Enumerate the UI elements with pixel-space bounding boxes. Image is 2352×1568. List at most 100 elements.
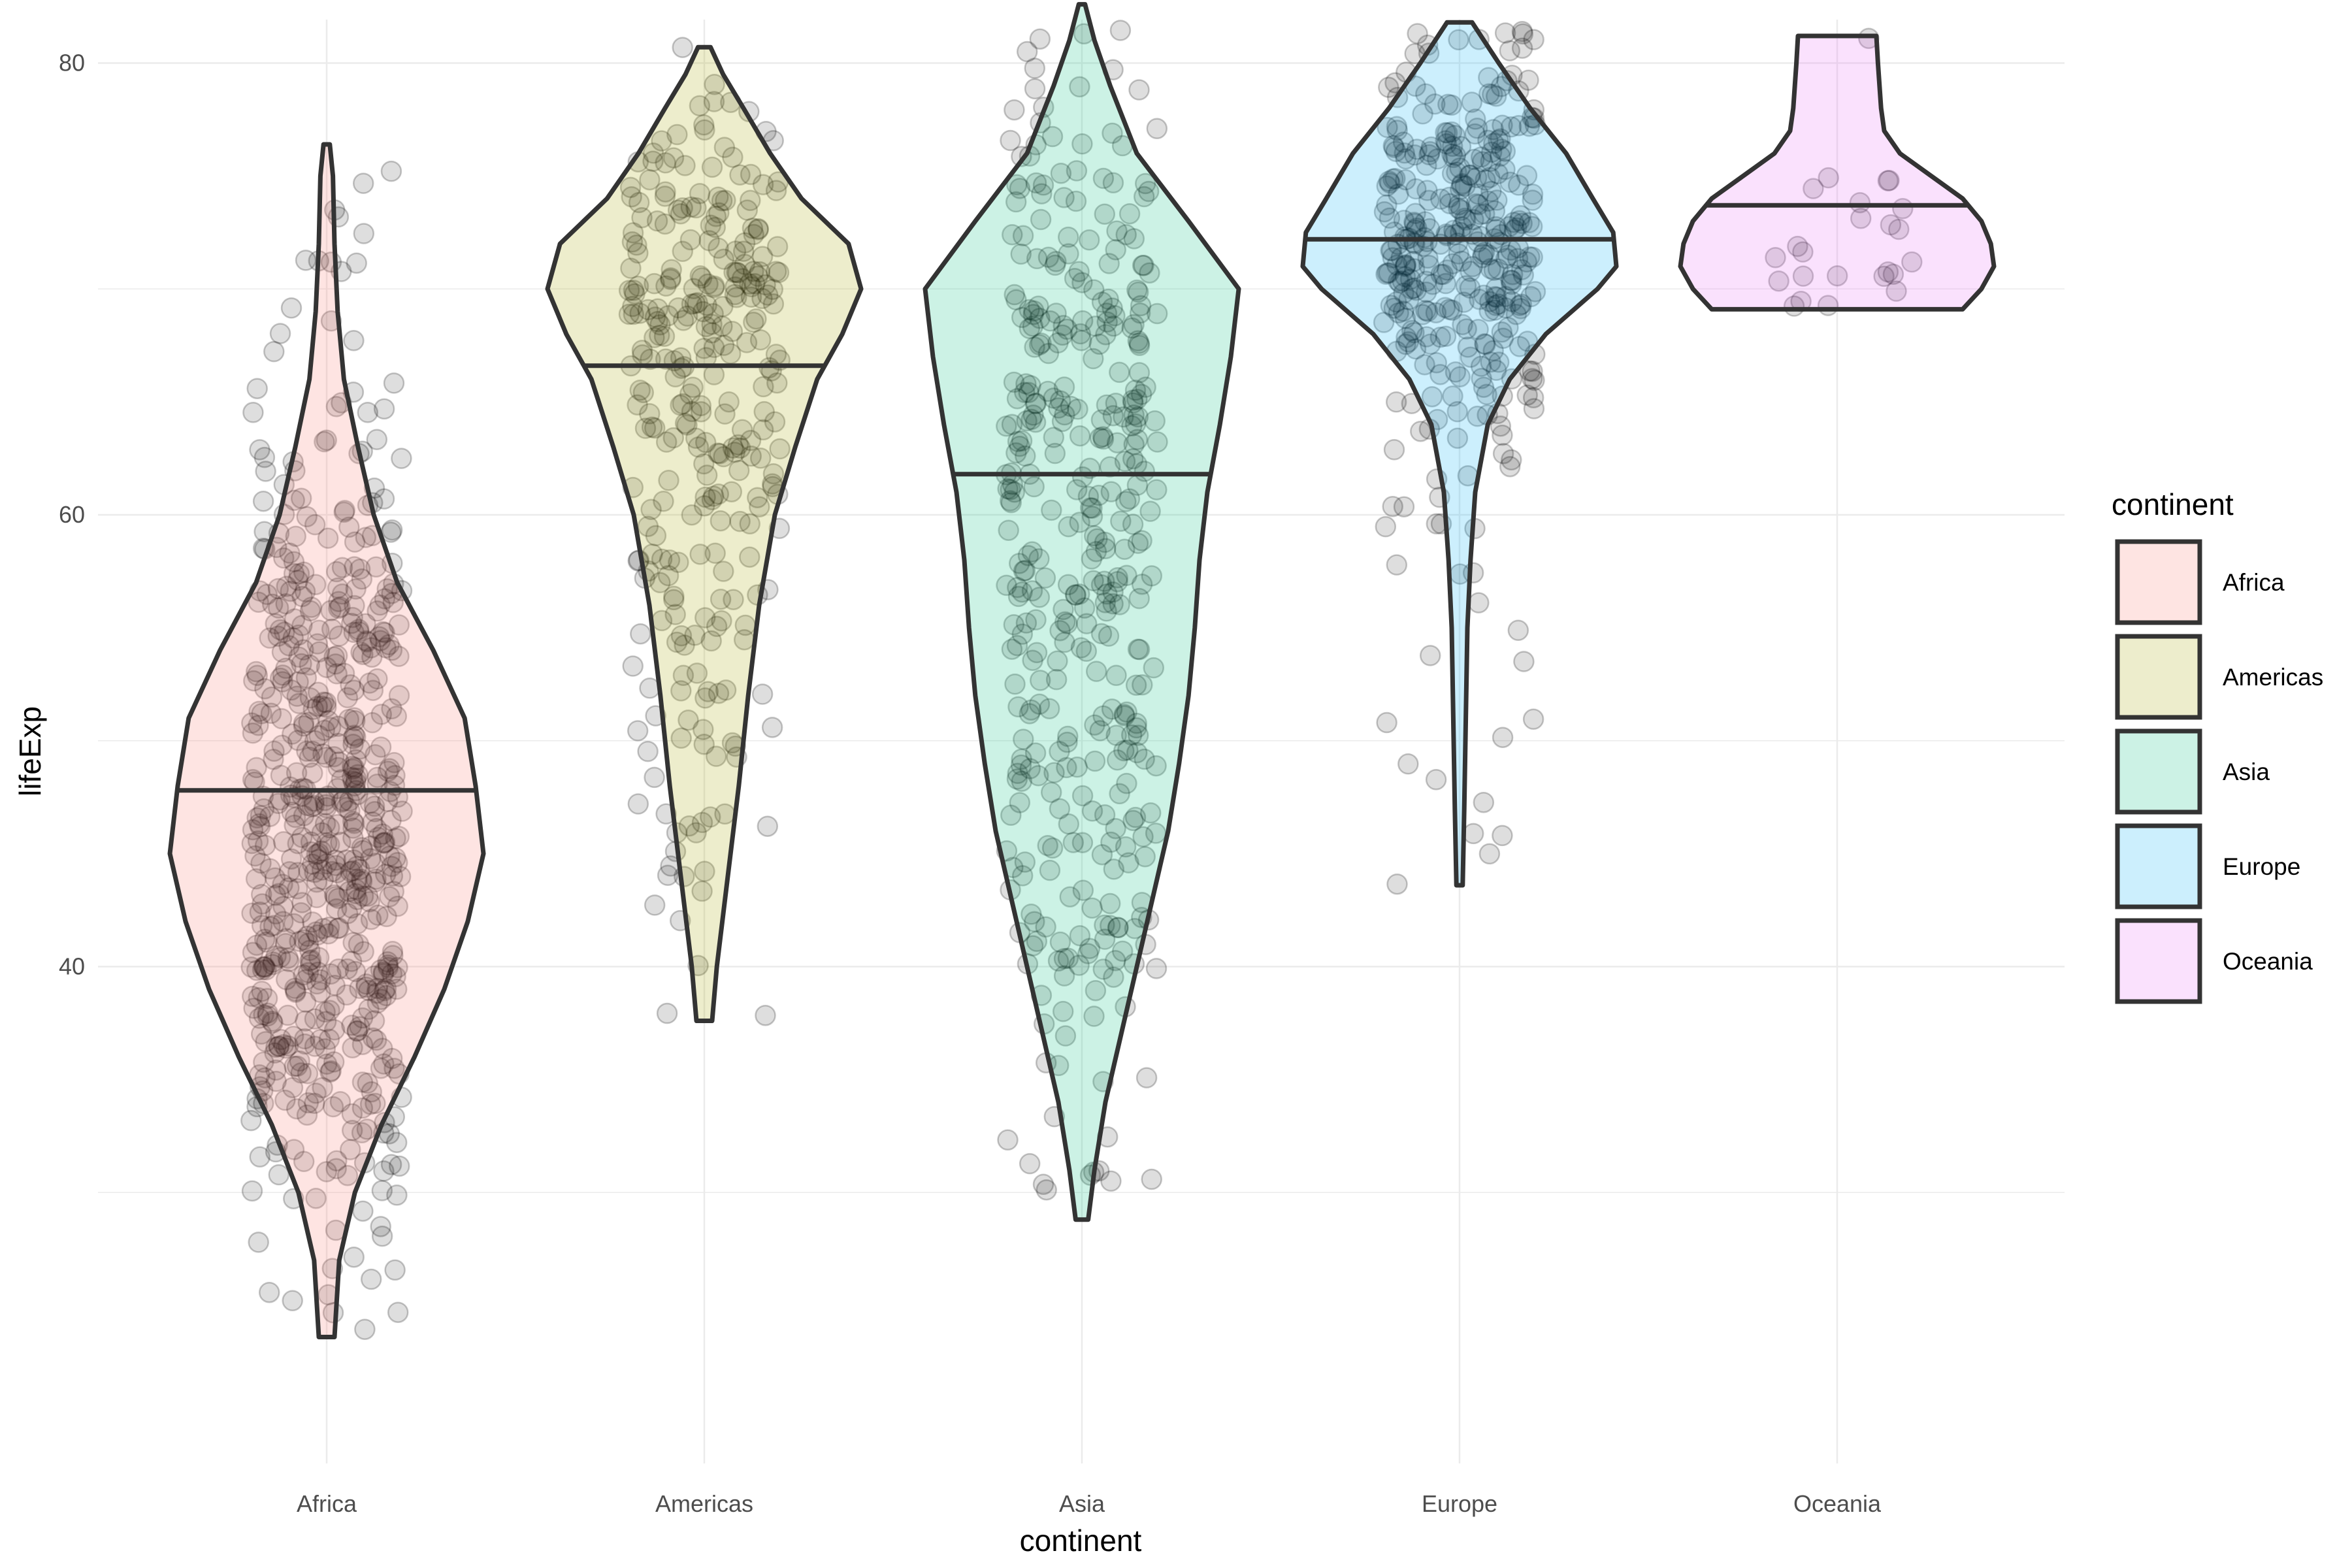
point-europe (1432, 263, 1454, 286)
point-africa (327, 577, 349, 599)
point-europe (1488, 351, 1510, 373)
point-europe (1473, 791, 1495, 813)
point-europe (1516, 251, 1538, 273)
point-europe (1441, 299, 1463, 321)
point-africa (342, 734, 364, 755)
point-europe (1450, 135, 1472, 157)
point-africa (277, 947, 299, 969)
point-africa (323, 1019, 346, 1041)
point-africa (273, 547, 295, 569)
point-asia (1122, 809, 1144, 832)
point-africa (287, 570, 309, 591)
point-europe (1429, 326, 1451, 348)
point-africa (346, 856, 368, 877)
point-africa (374, 979, 395, 1002)
point-americas (622, 655, 644, 677)
point-africa (306, 696, 329, 717)
point-americas (743, 311, 764, 333)
point-oceania (1818, 167, 1839, 189)
point-africa (357, 402, 379, 423)
point-americas (729, 437, 751, 459)
point-europe (1471, 368, 1492, 389)
point-asia (1038, 698, 1060, 719)
point-americas (672, 664, 694, 687)
point-asia (1036, 1179, 1057, 1201)
point-africa (248, 1232, 269, 1253)
point-asia (1139, 262, 1160, 284)
point-europe (1446, 427, 1469, 449)
legend-label-europe: Europe (2223, 853, 2300, 880)
point-americas (712, 295, 734, 318)
point-europe (1487, 163, 1509, 185)
point-europe (1378, 171, 1400, 192)
point-asia (1126, 429, 1149, 450)
point-americas (683, 278, 705, 300)
x-axis-title: continent (1020, 1524, 1142, 1558)
point-americas (710, 510, 732, 532)
point-asia (1066, 756, 1088, 778)
legend-key-bg-europe (2115, 824, 2202, 909)
point-asia (1146, 302, 1168, 325)
point-africa (263, 915, 285, 936)
point-europe (1389, 272, 1411, 293)
point-americas (705, 745, 727, 767)
point-americas (726, 287, 747, 308)
point-europe (1523, 398, 1545, 419)
point-asia (1057, 226, 1079, 248)
point-africa (360, 637, 382, 659)
point-africa (344, 725, 365, 746)
point-africa (361, 711, 384, 734)
point-africa (370, 1057, 392, 1079)
point-asia (1006, 387, 1028, 410)
point-africa (387, 1301, 409, 1323)
point-europe (1379, 207, 1401, 229)
point-africa (248, 700, 270, 723)
point-asia (1105, 817, 1126, 840)
point-asia (1119, 203, 1141, 225)
point-asia (1028, 334, 1051, 356)
point-europe (1456, 318, 1477, 340)
point-europe (1516, 384, 1538, 406)
point-africa (372, 961, 395, 983)
point-oceania (1768, 270, 1789, 292)
point-africa (250, 1023, 272, 1045)
point-africa (329, 596, 351, 618)
point-americas (755, 1004, 776, 1026)
point-africa (315, 691, 337, 713)
point-asia (1128, 587, 1150, 610)
point-asia (1137, 180, 1160, 203)
point-africa (343, 849, 365, 871)
point-africa (277, 1035, 299, 1057)
point-asia (1045, 302, 1067, 324)
point-americas (691, 811, 713, 834)
point-africa (299, 950, 321, 972)
point-asia (1001, 414, 1023, 435)
point-africa (290, 487, 312, 509)
point-americas (694, 119, 715, 141)
jitter-points (240, 20, 1923, 1340)
point-africa (311, 695, 333, 717)
point-europe (1454, 175, 1476, 197)
point-africa (253, 928, 276, 951)
point-africa (382, 591, 404, 613)
point-europe (1463, 148, 1485, 171)
point-americas (749, 261, 771, 283)
point-africa (278, 635, 300, 657)
point-asia (1081, 897, 1103, 919)
point-asia (1096, 311, 1118, 333)
point-europe (1382, 495, 1403, 517)
point-americas (731, 268, 753, 289)
point-asia (1106, 220, 1128, 242)
point-africa (342, 932, 364, 953)
point-americas (703, 276, 725, 299)
point-europe (1393, 210, 1415, 231)
point-africa (306, 871, 328, 893)
point-americas (630, 623, 651, 645)
point-europe (1383, 137, 1405, 158)
point-americas (637, 299, 659, 321)
point-americas (701, 489, 723, 510)
point-europe (1501, 270, 1523, 291)
point-europe (1499, 455, 1521, 478)
point-africa (342, 817, 364, 839)
point-asia (1126, 742, 1148, 764)
